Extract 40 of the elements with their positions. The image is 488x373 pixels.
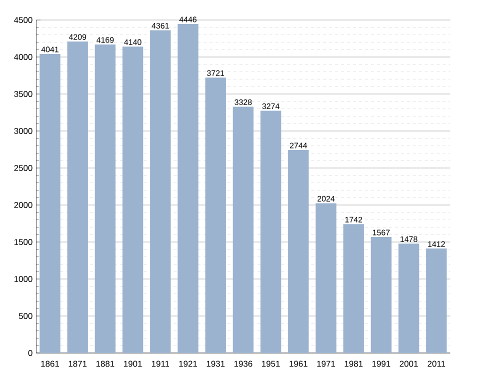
x-tick-label: 1931 bbox=[206, 360, 225, 367]
bar bbox=[232, 106, 254, 353]
bar bbox=[398, 244, 420, 353]
bar bbox=[67, 42, 88, 353]
bar bbox=[260, 110, 282, 353]
x-tick-label: 1971 bbox=[317, 360, 336, 367]
x-tick-label: 1911 bbox=[152, 360, 170, 367]
x-tick-label: 2001 bbox=[400, 360, 418, 367]
x-tick-label: 1991 bbox=[372, 360, 390, 367]
bar bbox=[316, 203, 336, 353]
x-tick-label: 2011 bbox=[428, 360, 446, 367]
x-tick-label: 1961 bbox=[290, 360, 308, 367]
bar bbox=[343, 224, 364, 353]
y-tick-label: 4000 bbox=[14, 54, 32, 60]
bar bbox=[370, 237, 392, 353]
y-tick-label: 2000 bbox=[14, 202, 32, 208]
y-tick-label: 1500 bbox=[14, 239, 32, 245]
x-tick-label: 1901 bbox=[124, 360, 142, 367]
y-tick-label: 2500 bbox=[14, 165, 32, 171]
x-tick-label: 1951 bbox=[262, 360, 280, 367]
x-tick-label: 1861 bbox=[41, 360, 60, 367]
y-tick-label: 1000 bbox=[14, 276, 32, 282]
bar bbox=[178, 24, 198, 353]
x-tick-label: 1871 bbox=[68, 360, 87, 367]
y-tick-label: 3500 bbox=[14, 91, 32, 97]
bar bbox=[426, 248, 447, 353]
x-tick-label: 1981 bbox=[344, 360, 363, 367]
x-tick-label: 1881 bbox=[96, 360, 114, 367]
bar bbox=[94, 44, 116, 353]
y-tick-label: 4500 bbox=[14, 17, 32, 23]
y-tick-label: 3000 bbox=[14, 128, 32, 134]
bar bbox=[122, 46, 144, 353]
bar bbox=[40, 54, 60, 353]
bar bbox=[150, 30, 171, 353]
x-tick-label: 1921 bbox=[179, 360, 198, 367]
y-tick-label: 500 bbox=[18, 313, 32, 319]
bar bbox=[205, 78, 226, 353]
y-tick-label: 0 bbox=[28, 350, 32, 356]
bar bbox=[288, 150, 309, 353]
x-tick-label: 1936 bbox=[234, 360, 252, 367]
